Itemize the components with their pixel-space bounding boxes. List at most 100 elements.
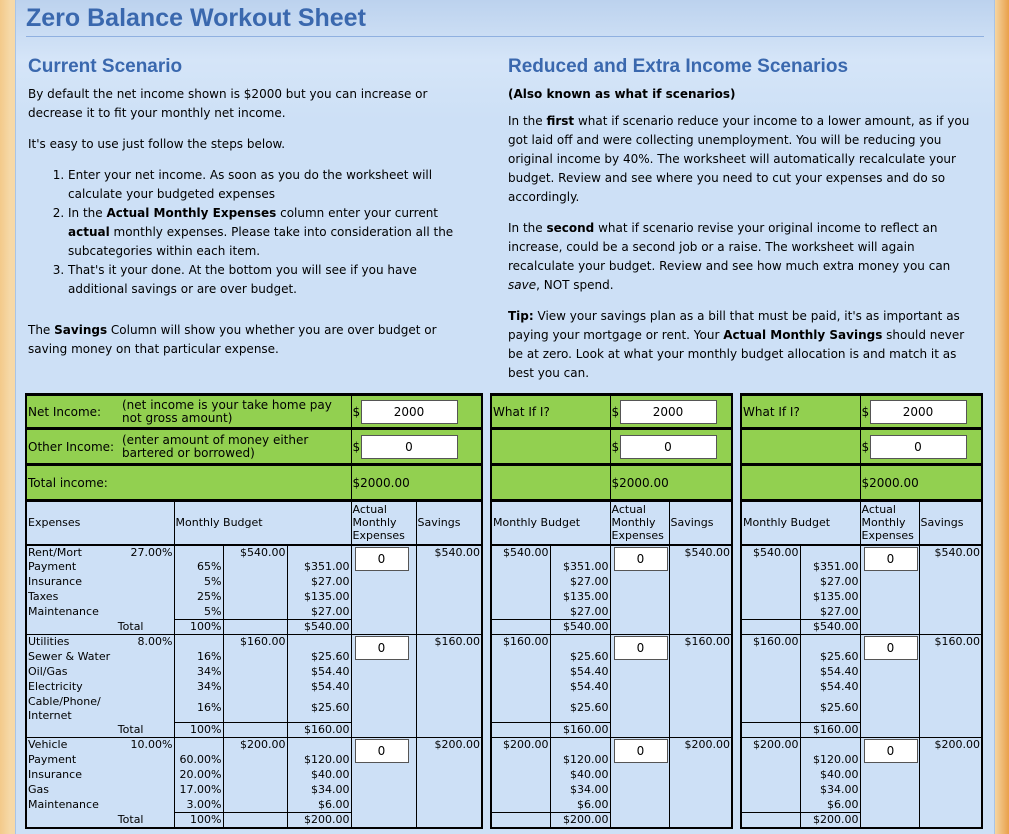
what-if-income-input[interactable]: 2000: [869, 399, 967, 424]
table-row: Rent/Mort 27.00% $540.00 0 $540.00: [26, 544, 482, 635]
table-row: $135.00: [491, 589, 732, 605]
empty-cell: [111, 604, 175, 620]
subcategory-amount: $54.40: [800, 664, 861, 680]
empty-cell: [491, 559, 551, 575]
empty-cell: [26, 813, 111, 829]
subcategory-percent: 34%: [174, 679, 224, 695]
total-amount: $540.00: [550, 619, 611, 635]
empty-cell: [223, 782, 288, 798]
empty-cell: [174, 634, 224, 650]
empty-cell: [223, 752, 288, 768]
category-budget: $540.00: [741, 544, 801, 560]
empty-cell: [491, 694, 551, 723]
subcategory-name: Sewer & Water: [28, 649, 111, 663]
subcategory-amount: $54.40: [287, 679, 352, 695]
total-label: Total: [111, 722, 175, 738]
other-income-input[interactable]: 0: [360, 434, 458, 459]
table-row: Sewer & Water 16% $25.60: [26, 649, 482, 665]
actual-expense-input[interactable]: 0: [863, 739, 918, 763]
subcategory-percent: 20.00%: [174, 767, 224, 783]
table-row: Vehicle 10.00% $200.00 0 $200.00: [26, 737, 482, 828]
table-row: What If I? $2000: [491, 393, 732, 430]
actual-expense-input[interactable]: 0: [863, 546, 918, 571]
savings-value: $160.00: [919, 634, 982, 738]
what-if-other-input[interactable]: 0: [869, 434, 967, 459]
actual-expense-input[interactable]: 0: [354, 739, 409, 763]
savings-value: $160.00: [669, 634, 732, 738]
what-if-other-input[interactable]: 0: [619, 434, 717, 459]
actual-expense-input[interactable]: 0: [613, 636, 668, 660]
empty-cell: [111, 767, 175, 783]
category-budget: $160.00: [741, 634, 801, 650]
savings-value: $200.00: [416, 737, 482, 828]
net-income-note: (net income is your take home pay not gr…: [122, 397, 332, 425]
savings-header: Savings: [669, 500, 732, 546]
subcategory-percent: 5%: [174, 604, 224, 620]
other-income-input-cell: $0: [351, 427, 482, 466]
table-row: Total 100% $160.00: [26, 722, 482, 738]
subcategory-amount: $120.00: [800, 752, 861, 768]
what-if-label: What If I?: [491, 393, 611, 430]
table-row: Cable/Phone/ Internet 16% $25.60: [26, 694, 482, 723]
subcategory-amount: $6.00: [550, 797, 611, 813]
step-3: That's it your done. At the bottom you w…: [68, 261, 473, 299]
actual-expense-input[interactable]: 0: [613, 546, 668, 571]
subcategory-percent: 25%: [174, 589, 224, 605]
current-scenario-table: Net Income: (net income is your take home…: [25, 393, 483, 829]
empty-cell: [223, 664, 288, 680]
actual-expense-input[interactable]: 0: [613, 739, 668, 763]
what-if-income-cell: $2000: [860, 393, 982, 430]
subcategory-name: Taxes: [28, 589, 59, 603]
empty-cell: [741, 782, 801, 798]
table-row: $160.00: [491, 722, 732, 738]
subcategory-percent: 5%: [174, 574, 224, 590]
subcategory-name: Gas: [28, 782, 49, 796]
table-row: $540.00: [491, 619, 732, 635]
currency-symbol: $: [352, 439, 361, 454]
subcategory-amount: $120.00: [550, 752, 611, 768]
other-income-note: (enter amount of money either bartered o…: [122, 432, 309, 460]
empty-cell: [223, 722, 288, 738]
table-row: $27.00: [491, 604, 732, 620]
empty-cell: [800, 544, 861, 560]
actual-expense-input[interactable]: 0: [354, 636, 409, 660]
empty-cell: [491, 812, 551, 828]
table-row: Monthly Budget Actual Monthly Expenses Sav…: [741, 500, 982, 546]
title-divider: [26, 36, 984, 37]
empty-cell: [741, 752, 801, 768]
savings-value: $540.00: [416, 544, 482, 635]
empty-cell: [741, 797, 801, 813]
empty-cell: [223, 679, 288, 695]
net-income-input[interactable]: 2000: [360, 399, 458, 424]
empty-cell: [491, 752, 551, 768]
page-title: Zero Balance Workout Sheet: [26, 4, 366, 32]
steps-list: Enter your net income. As soon as you do…: [28, 166, 473, 299]
empty-cell: [287, 544, 352, 560]
empty-cell: [111, 664, 175, 680]
what-if-other-cell: $0: [610, 427, 732, 466]
actual-expense-cell: 0: [351, 737, 417, 828]
actual-expense-input[interactable]: 0: [354, 546, 409, 571]
empty-cell: [741, 649, 801, 665]
subcategory-amount: $34.00: [287, 782, 352, 798]
table-row: Payment 60.00% $120.00: [26, 752, 482, 768]
savings-value: $200.00: [669, 737, 732, 828]
table-row: Total 100% $200.00: [26, 812, 482, 829]
total-amount: $160.00: [287, 722, 352, 738]
other-income-label: Other Income:: [28, 439, 115, 454]
total-amount: $160.00: [550, 722, 611, 738]
table-row: $0: [741, 427, 982, 466]
savings-value: $200.00: [919, 737, 982, 828]
actual-expenses-header: Actual Monthly Expenses: [610, 500, 670, 546]
table-row: $351.00: [491, 559, 732, 575]
savings-note: The Savings Column will show you whether…: [28, 323, 437, 356]
total-percent: 100%: [174, 722, 224, 738]
empty-cell: [491, 767, 551, 783]
what-if-income-cell: $2000: [610, 393, 732, 430]
monthly-budget-header: Monthly Budget: [491, 500, 611, 546]
what-if-income-input[interactable]: 2000: [619, 399, 717, 424]
empty-cell: [223, 559, 288, 575]
category-budget: $200.00: [741, 737, 801, 753]
empty-cell: [741, 694, 801, 723]
actual-expense-input[interactable]: 0: [863, 636, 918, 660]
